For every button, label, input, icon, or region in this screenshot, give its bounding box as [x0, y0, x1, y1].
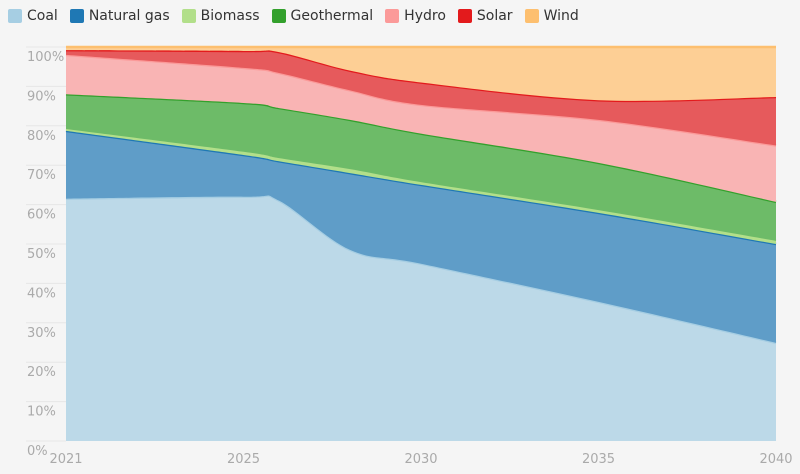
legend-item[interactable]: Biomass	[181, 8, 260, 24]
legend-label: Geothermal	[290, 8, 374, 24]
area-coal	[66, 195, 776, 441]
legend: Coal Natural gas Biomass Geothermal Hydro Sol…	[8, 8, 579, 24]
x-tick-label: 2035	[582, 452, 615, 467]
legend-swatch	[69, 9, 84, 23]
y-tick-label: 10%	[27, 405, 56, 420]
y-tick-label: 80%	[27, 129, 56, 144]
x-tick-label: 2040	[759, 452, 792, 467]
x-tick-label: 2025	[227, 452, 260, 467]
legend-swatch	[524, 9, 539, 23]
legend-swatch	[271, 9, 286, 23]
legend-item[interactable]: Coal	[8, 8, 58, 24]
y-tick-label: 30%	[27, 326, 56, 341]
legend-item[interactable]: Solar	[457, 8, 513, 24]
line-biomass	[65, 127, 777, 243]
area-geothermal	[66, 94, 776, 241]
line-hydro	[65, 53, 777, 147]
line-geothermal	[65, 93, 777, 204]
legend-label: Solar	[476, 8, 513, 24]
legend-label: Natural gas	[88, 8, 170, 24]
y-tick-label: 60%	[27, 208, 56, 223]
legend-item[interactable]: Natural gas	[69, 8, 170, 24]
x-tick-label: 2030	[404, 452, 437, 467]
line-coal	[65, 194, 777, 345]
area-hydro	[66, 54, 776, 202]
y-tick-label: 90%	[27, 89, 56, 104]
y-tick-label: 50%	[27, 247, 56, 262]
y-tick-label: 70%	[27, 168, 56, 183]
area-biomass	[66, 128, 776, 244]
legend-swatch	[181, 9, 196, 23]
x-tick-label: 2021	[49, 452, 82, 467]
area-solar	[66, 50, 776, 146]
y-tick-label: 100%	[27, 50, 64, 65]
legend-label: Hydro	[404, 8, 446, 24]
y-tick-label: 40%	[27, 286, 56, 301]
legend-label: Biomass	[200, 8, 260, 24]
legend-label: Wind	[543, 8, 579, 24]
y-tick-label: 20%	[27, 365, 56, 380]
legend-item[interactable]: Wind	[524, 8, 579, 24]
area-wind	[66, 47, 776, 101]
legend-label: Coal	[27, 8, 58, 24]
line-natural-gas	[65, 129, 777, 246]
legend-item[interactable]: Geothermal	[271, 8, 374, 24]
legend-swatch	[385, 9, 400, 23]
legend-swatch	[457, 9, 472, 23]
y-tick-label: 0%	[27, 444, 48, 459]
legend-item[interactable]: Hydro	[385, 8, 446, 24]
legend-swatch	[8, 9, 22, 23]
area-natural-gas	[66, 130, 776, 343]
